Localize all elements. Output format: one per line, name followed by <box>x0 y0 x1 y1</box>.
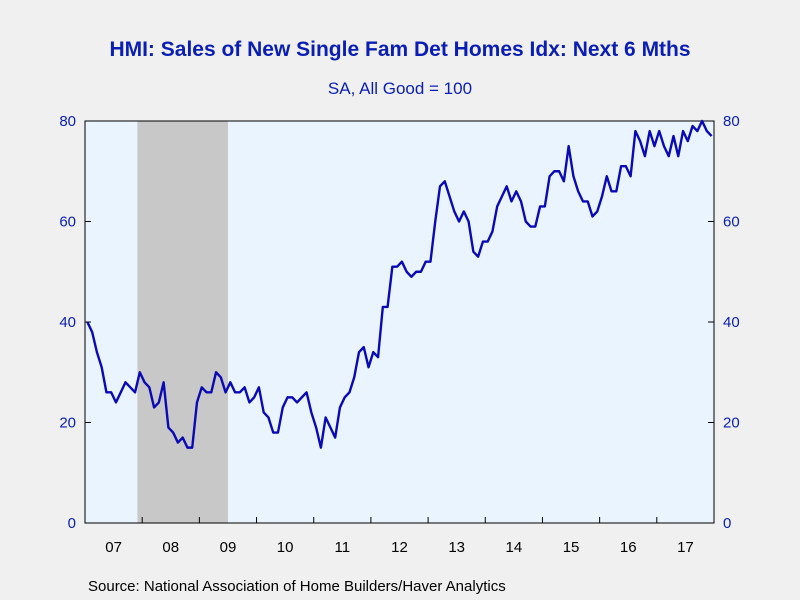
x-tick-label: 07 <box>105 539 122 556</box>
y-tick-label-right: 20 <box>723 415 740 432</box>
recession-shading <box>137 121 228 523</box>
x-tick-label: 16 <box>620 539 637 556</box>
x-tick-label: 08 <box>162 539 179 556</box>
x-tick-label: 17 <box>677 539 694 556</box>
y-tick-label-left: 40 <box>59 314 76 331</box>
y-tick-label-left: 60 <box>59 214 76 231</box>
x-tick-label: 11 <box>335 539 351 556</box>
x-tick-label: 13 <box>448 539 465 556</box>
x-tick-label: 10 <box>277 539 294 556</box>
x-tick-label: 09 <box>220 539 237 556</box>
series-line <box>86 119 713 449</box>
y-tick-label-left: 80 <box>59 113 76 130</box>
x-tick-label: 15 <box>563 539 580 556</box>
y-tick-label-right: 0 <box>723 515 731 532</box>
chart-title: HMI: Sales of New Single Fam Det Homes I… <box>109 38 691 61</box>
source-note: Source: National Association of Home Bui… <box>88 578 506 595</box>
y-tick-label-right: 40 <box>723 314 740 331</box>
x-tick-label: 14 <box>506 539 523 556</box>
y-tick-label-left: 20 <box>59 415 76 432</box>
y-tick-label-right: 80 <box>723 113 740 130</box>
y-tick-label-left: 0 <box>68 515 76 532</box>
x-tick-label: 12 <box>391 539 408 556</box>
chart-subtitle: SA, All Good = 100 <box>327 79 473 98</box>
y-tick-label-right: 60 <box>723 214 740 231</box>
